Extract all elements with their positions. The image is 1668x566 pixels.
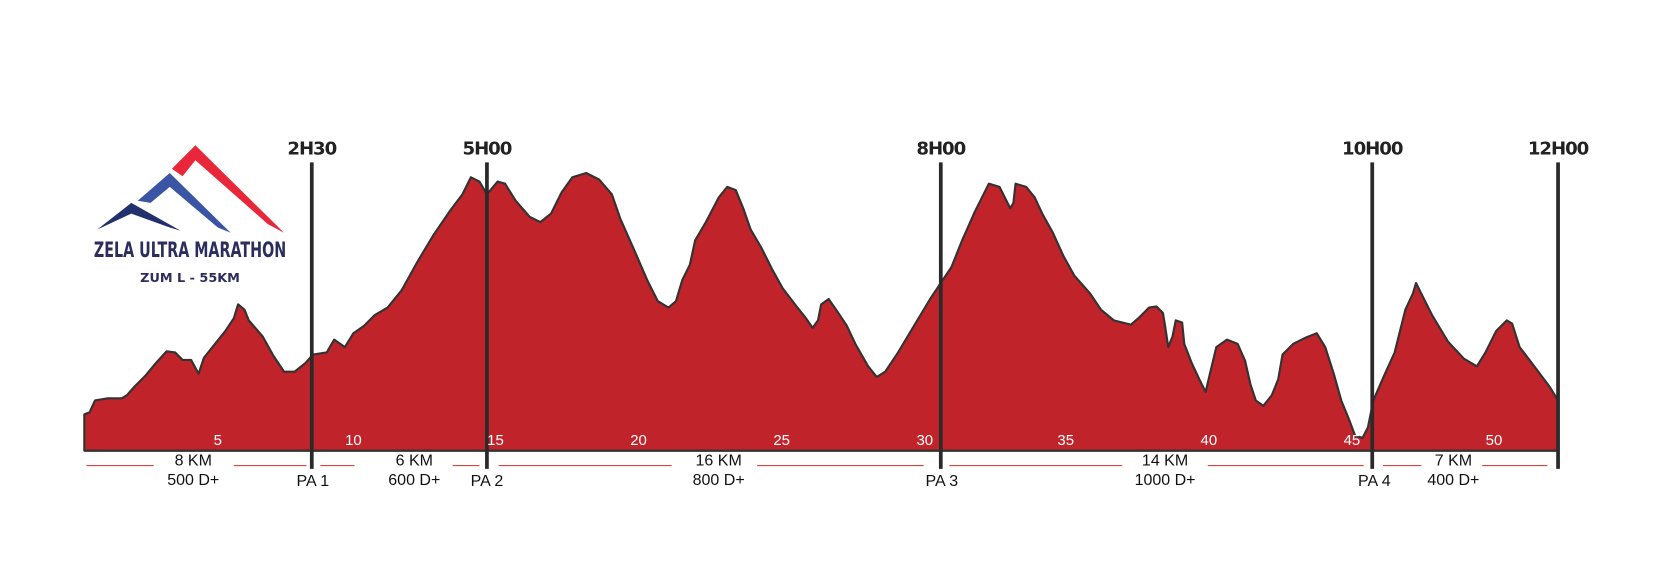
segment-distance: 14 KM	[1142, 453, 1188, 470]
aid-station: PA 1	[297, 473, 330, 490]
time-label: 12H00	[1528, 139, 1589, 160]
km-label: 20	[630, 432, 647, 449]
km-label: 25	[773, 432, 790, 449]
segment-distance: 8 KM	[175, 453, 212, 470]
km-label: 35	[1057, 432, 1074, 449]
km-label: 30	[916, 432, 933, 449]
aid-station: PA 3	[926, 473, 959, 490]
aid-station: PA 2	[471, 473, 504, 490]
time-label: 5H00	[463, 139, 512, 160]
segment-climb: 400 D+	[1427, 472, 1479, 489]
logo-peak-blue	[137, 173, 231, 233]
segment-climb: 1000 D+	[1135, 472, 1196, 489]
segment-climb: 800 D+	[693, 472, 745, 489]
km-label: 15	[487, 432, 504, 449]
segment-climb: 500 D+	[167, 472, 219, 489]
logo-peak-navy	[97, 202, 181, 231]
profile-area	[83, 171, 1560, 452]
time-label: 10H00	[1342, 139, 1403, 160]
km-label: 50	[1486, 432, 1503, 449]
segment-distance: 6 KM	[396, 453, 433, 470]
logo: ZELA ULTRA MARATHON ZUM L - 55KM	[94, 145, 286, 286]
segment-distance: 7 KM	[1435, 453, 1472, 470]
km-label: 5	[214, 432, 222, 449]
km-label: 40	[1201, 432, 1218, 449]
aid-station: PA 4	[1358, 473, 1391, 490]
annotations: 2H30 5H00 8H00 10H00 12H00 5 10 15 20 25 30 35 40 45 5…	[86, 139, 1590, 490]
km-label: 45	[1344, 432, 1361, 449]
logo-title: ZELA ULTRA MARATHON	[94, 238, 286, 263]
segment-distance: 16 KM	[696, 453, 742, 470]
time-label: 8H00	[916, 139, 965, 160]
time-label: 2H30	[287, 139, 336, 160]
km-label: 10	[345, 432, 362, 449]
logo-peak-red	[171, 145, 285, 233]
logo-subtitle: ZUM L - 55KM	[140, 271, 240, 286]
segment-climb: 600 D+	[388, 472, 440, 489]
